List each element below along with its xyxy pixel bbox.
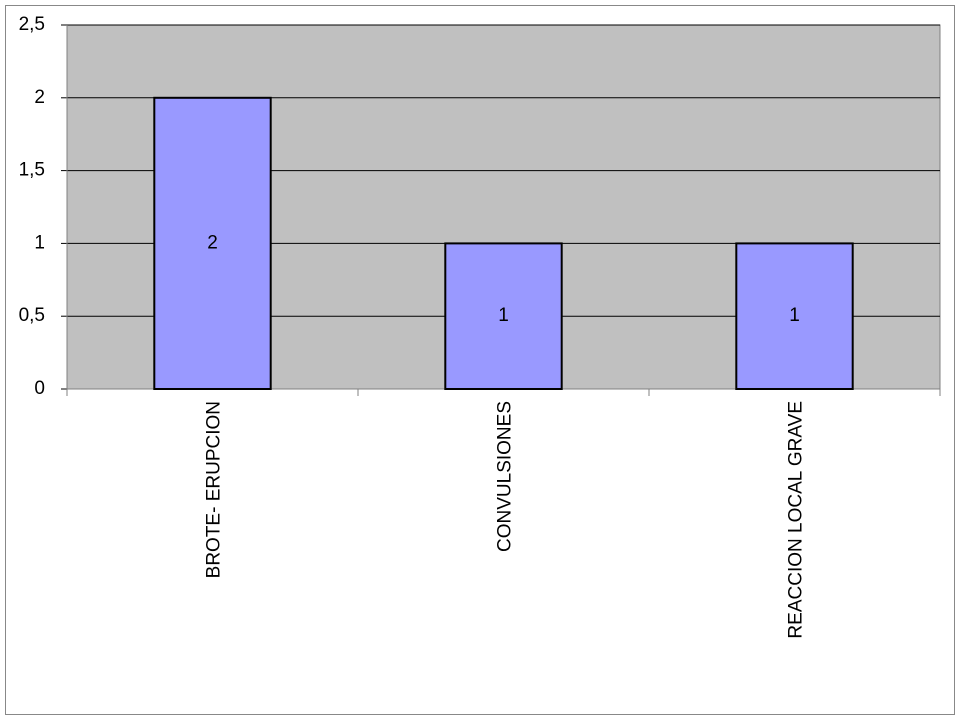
y-tick-label: 1 [34,232,45,253]
bar [153,96,272,391]
data-label: 1 [789,305,800,326]
y-tick-label: 1,5 [19,160,45,181]
bar [735,242,854,390]
x-tick-label: BROTE- ERUPCION [204,401,225,578]
x-tick-label: REACCION LOCAL GRAVE [786,401,807,639]
y-tick-label: 0,5 [19,305,45,326]
data-label: 2 [207,232,218,253]
y-tick-label: 2 [34,87,45,108]
y-tick-label: 2,5 [19,14,45,35]
bar [444,242,563,390]
y-tick-label: 0 [34,378,45,399]
x-tick-label: CONVULSIONES [495,401,516,552]
data-label: 1 [498,305,509,326]
